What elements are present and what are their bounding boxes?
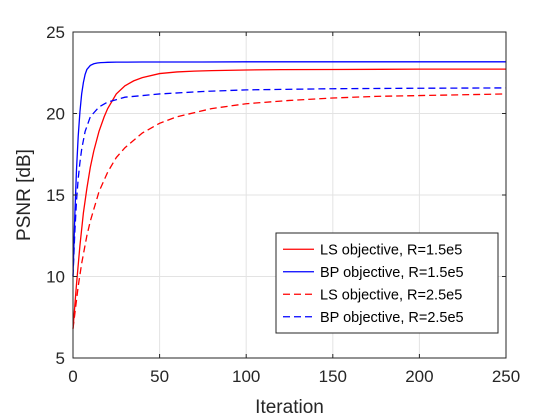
series-line-2 (72, 61, 506, 277)
y-axis-label: PSNR [dB] (14, 149, 35, 241)
x-tick-label: 250 (492, 367, 520, 386)
axes (72, 31, 507, 359)
series-line-1 (72, 68, 506, 329)
y-tick-label: 15 (46, 186, 65, 205)
legend: LS objective, R=1.5e5 BP objective, R=1.5… (275, 232, 499, 334)
y-tick-label: 20 (46, 105, 65, 124)
x-axis-label: Iteration (255, 397, 324, 418)
x-tick-label: 200 (405, 367, 433, 386)
y-tick-label: 10 (46, 268, 65, 287)
legend-label-4: BP objective, R=2.5e5 (320, 310, 464, 326)
x-tick-label: 50 (150, 367, 169, 386)
x-tick-label: 0 (68, 367, 77, 386)
legend-label-3: LS objective, R=2.5e5 (320, 287, 462, 303)
series-line-4 (72, 87, 507, 277)
series-line-3 (72, 93, 507, 329)
x-tick-label: 100 (232, 367, 260, 386)
y-tick-label: 5 (56, 349, 65, 368)
x-tick-label: 150 (319, 367, 347, 386)
y-tick-label: 25 (46, 23, 65, 42)
legend-label-2: BP objective, R=1.5e5 (320, 265, 464, 281)
legend-label-1: LS objective, R=1.5e5 (320, 242, 462, 258)
tick-labels: 0 50 100 150 200 250 5 10 15 20 25 (46, 23, 520, 386)
series-group (72, 61, 507, 329)
